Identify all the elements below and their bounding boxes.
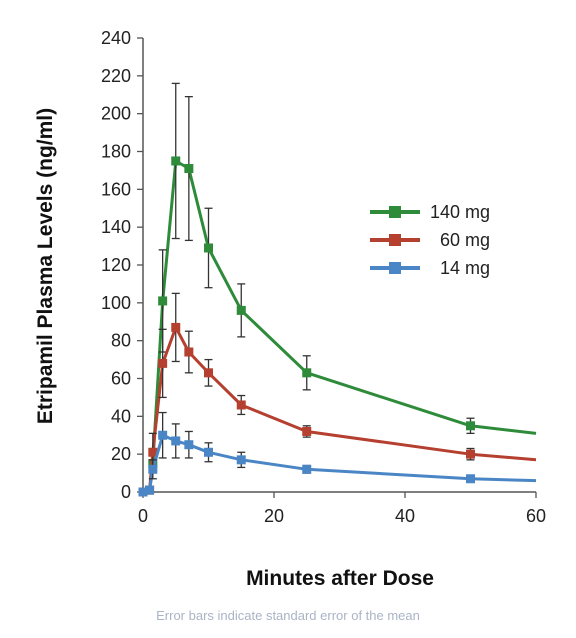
- y-tick-label: 20: [111, 444, 131, 464]
- x-tick-label: 0: [138, 506, 148, 526]
- y-axis-title: Etripamil Plasma Levels (ng/ml): [34, 108, 57, 424]
- data-point: [302, 368, 312, 378]
- data-point: [171, 322, 181, 332]
- data-point: [138, 487, 148, 497]
- data-point: [158, 430, 168, 440]
- legend-marker: [389, 234, 401, 246]
- data-point: [466, 474, 475, 484]
- series-60-mg: [138, 292, 537, 497]
- series-layer: [138, 82, 537, 497]
- y-tick-label: 240: [101, 28, 131, 48]
- data-point: [204, 368, 213, 378]
- data-point: [145, 485, 155, 495]
- data-point: [148, 464, 158, 474]
- legend-marker: [389, 206, 401, 218]
- y-tick-label: 200: [101, 104, 131, 124]
- data-point: [204, 243, 213, 253]
- series-line: [142, 433, 537, 494]
- y-tick-label: 220: [101, 66, 131, 86]
- x-tick-label: 20: [264, 506, 284, 526]
- x-tick-label: 40: [395, 506, 415, 526]
- series-14-mg: [138, 411, 537, 497]
- y-tick-label: 180: [101, 142, 131, 162]
- data-point: [466, 449, 475, 459]
- data-point: [236, 400, 246, 410]
- y-tick-label: 140: [101, 217, 131, 237]
- y-tick-label: 120: [101, 255, 131, 275]
- data-point: [148, 447, 158, 457]
- y-tick-label: 80: [111, 331, 131, 351]
- x-axis-title: Minutes after Dose: [246, 567, 434, 590]
- data-point: [184, 347, 194, 357]
- legend-label: 140 mg: [430, 202, 490, 222]
- x-tick-label: 60: [526, 506, 546, 526]
- axes: 0 20 40 60 80 100 120 140 160 180 200 220 240 0 20 40 60: [101, 28, 546, 526]
- data-point: [184, 440, 194, 450]
- y-tick-label: 160: [101, 179, 131, 199]
- data-point: [204, 447, 213, 457]
- data-point: [158, 358, 168, 368]
- y-tick-label: 0: [121, 482, 131, 502]
- y-tick-label: 100: [101, 293, 131, 313]
- data-point: [302, 464, 312, 474]
- data-point: [171, 156, 181, 166]
- legend-label: 60 mg: [440, 230, 490, 250]
- data-point: [466, 421, 475, 431]
- data-point: [171, 436, 181, 446]
- legend: 140 mg 60 mg 14 mg: [370, 202, 490, 278]
- legend-marker: [389, 262, 401, 274]
- data-point: [184, 164, 194, 174]
- legend-label: 14 mg: [440, 258, 490, 278]
- y-tick-label: 40: [111, 406, 131, 426]
- footnote: Error bars indicate standard error of th…: [156, 608, 420, 623]
- data-point: [236, 305, 246, 315]
- y-tick-label: 60: [111, 369, 131, 389]
- data-point: [302, 426, 312, 436]
- series-line: [142, 325, 537, 494]
- data-point: [158, 296, 168, 306]
- data-point: [236, 455, 246, 465]
